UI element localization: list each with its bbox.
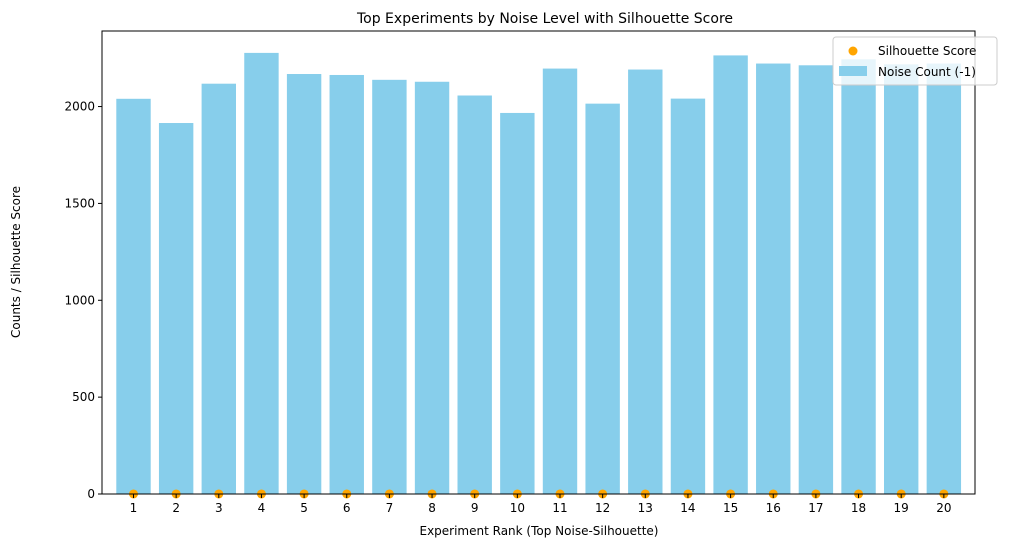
x-tick-label: 10	[510, 501, 525, 515]
x-tick-label: 11	[552, 501, 567, 515]
bar-11	[542, 68, 578, 494]
bar-7	[372, 79, 407, 494]
bar-19	[884, 64, 919, 494]
y-axis: 0 500 1000 1500 2000	[64, 100, 102, 501]
legend-marker-silhouette	[848, 46, 858, 56]
y-tick-label: 500	[72, 390, 95, 404]
bar-16	[756, 63, 791, 495]
bar-6	[329, 74, 364, 494]
bar-8	[414, 81, 450, 494]
x-tick-label: 14	[680, 501, 695, 515]
x-tick-label: 15	[723, 501, 738, 515]
x-tick-label: 13	[638, 501, 653, 515]
bar-17	[798, 65, 834, 494]
bar-14	[670, 98, 706, 495]
bar-10	[500, 112, 535, 494]
y-axis-label: Counts / Silhouette Score	[9, 186, 23, 338]
legend-box	[832, 36, 998, 86]
bars-layer	[116, 52, 962, 495]
bar-18	[841, 59, 876, 494]
x-tick-label: 20	[936, 501, 951, 515]
x-tick-label: 12	[595, 501, 610, 515]
x-tick-label: 3	[215, 501, 223, 515]
x-tick-label: 5	[300, 501, 308, 515]
bar-13	[628, 69, 663, 495]
legend-label-noise: Noise Count (-1)	[878, 65, 976, 79]
y-tick-label: 1500	[64, 196, 95, 210]
x-axis-label: Experiment Rank (Top Noise-Silhouette)	[419, 524, 658, 538]
x-tick-label: 9	[471, 501, 479, 515]
x-tick-label: 19	[894, 501, 909, 515]
x-tick-label: 17	[808, 501, 823, 515]
bar-2	[158, 123, 194, 495]
x-tick-label: 1	[130, 501, 138, 515]
x-tick-label: 4	[258, 501, 266, 515]
y-tick-label: 0	[87, 487, 95, 501]
x-tick-label: 18	[851, 501, 866, 515]
bar-4	[244, 52, 279, 494]
x-tick-label: 2	[172, 501, 180, 515]
legend-swatch-noise	[839, 66, 867, 76]
legend: Silhouette Score Noise Count (-1)	[832, 36, 998, 86]
bar-20	[926, 63, 962, 495]
y-tick-label: 2000	[64, 100, 95, 114]
x-tick-label: 7	[386, 501, 394, 515]
x-tick-label: 6	[343, 501, 351, 515]
bar-12	[585, 103, 620, 495]
legend-label-silhouette: Silhouette Score	[878, 44, 976, 58]
x-axis: 1 2 3 4 5 6 7 8 9 10 11 12 13 14 15 16 17 18 19 20	[130, 494, 951, 515]
x-tick-label: 8	[428, 501, 436, 515]
bar-9	[457, 95, 492, 494]
plot-frame	[101, 30, 976, 495]
bar-1	[116, 98, 151, 495]
bar-3	[201, 83, 236, 494]
bar-5	[286, 74, 322, 494]
y-tick-label: 1000	[64, 293, 95, 307]
x-tick-label: 16	[766, 501, 781, 515]
bar-15	[713, 55, 748, 494]
chart-title: Top Experiments by Noise Level with Silh…	[356, 11, 733, 27]
